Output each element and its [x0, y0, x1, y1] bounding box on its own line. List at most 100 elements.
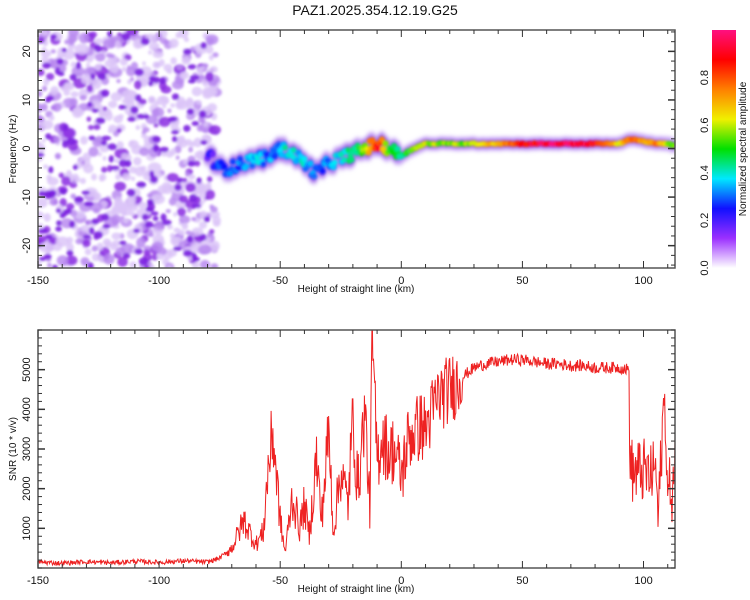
noise-blob: [203, 216, 211, 223]
noise-blob: [82, 239, 91, 248]
x-tick-label: -150: [27, 275, 49, 287]
noise-blob: [75, 61, 82, 70]
ridge-core: [209, 150, 216, 157]
noise-blob: [38, 197, 48, 208]
noise-blob: [134, 94, 142, 102]
noise-blob: [209, 204, 215, 209]
noise-blob: [148, 80, 154, 87]
noise-blob: [65, 255, 78, 266]
noise-blob: [118, 159, 128, 168]
noise-blob: [177, 177, 184, 183]
noise-blob: [47, 176, 59, 186]
noise-blob: [133, 195, 143, 204]
noise-blob: [205, 71, 214, 82]
ridge-core: [249, 162, 256, 169]
noise-blob: [86, 84, 94, 93]
noise-blob: [74, 175, 81, 183]
noise-blob: [120, 153, 130, 160]
noise-blob: [138, 257, 149, 266]
noise-blob: [191, 203, 202, 208]
noise-blob: [43, 164, 49, 169]
noise-blob: [92, 78, 102, 90]
noise-blob: [57, 71, 65, 77]
noise-blob: [136, 113, 146, 119]
noise-blob: [80, 135, 88, 145]
ridge-core: [301, 155, 308, 162]
noise-blob: [45, 191, 55, 199]
snr-y-tick-labels: 1000 2000 3000 4000 5000: [21, 357, 33, 540]
noise-blob: [191, 253, 197, 261]
noise-blob: [147, 95, 156, 104]
noise-blob: [133, 228, 140, 234]
noise-blob: [144, 264, 150, 268]
noise-blob: [55, 236, 70, 247]
noise-blob: [150, 211, 159, 216]
y-tick-label: -10: [21, 189, 33, 205]
noise-blob: [176, 96, 186, 107]
noise-blob: [161, 219, 172, 226]
noise-blob: [205, 237, 211, 243]
noise-blob: [107, 143, 118, 151]
noise-blob: [87, 262, 94, 268]
noise-blob: [206, 185, 212, 191]
noise-blob: [94, 44, 102, 53]
noise-blob: [50, 49, 56, 54]
noise-blob: [151, 108, 160, 118]
colorbar-tick-label: 0.6: [699, 118, 711, 133]
noise-blob: [64, 39, 69, 45]
noise-blob: [88, 135, 96, 141]
noise-blob: [121, 89, 136, 100]
noise-blob: [208, 54, 214, 61]
noise-blob: [120, 243, 136, 255]
noise-blob: [61, 176, 71, 186]
noise-blob: [91, 218, 100, 225]
noise-blob: [40, 119, 54, 130]
ridge-core: [348, 156, 355, 163]
noise-blob: [110, 92, 123, 102]
noise-blob: [86, 219, 92, 225]
noise-blob: [74, 210, 86, 219]
snr-y-axis-label: SNR (10 * v/v): [8, 417, 19, 481]
spectrogram-y-tick-labels: -20 -10 0 10 20: [21, 45, 33, 253]
noise-blob: [81, 190, 90, 195]
noise-blob: [199, 66, 206, 71]
y-tick-label: 3000: [21, 437, 33, 461]
noise-blob: [105, 73, 112, 79]
noise-blob: [116, 128, 122, 133]
noise-blob: [85, 57, 93, 63]
colorbar-tick-labels: 0.0 0.2 0.4 0.6 0.8: [699, 70, 711, 276]
noise-blob: [60, 188, 67, 195]
noise-blob: [102, 38, 117, 49]
noise-blob: [136, 181, 147, 188]
noise-blob: [185, 98, 195, 109]
noise-blob: [111, 214, 122, 224]
noise-blob: [186, 207, 192, 213]
noise-blob: [59, 198, 67, 207]
noise-blob: [189, 75, 200, 80]
noise-blob: [49, 196, 58, 206]
noise-blob: [43, 253, 52, 260]
noise-blob: [66, 242, 74, 253]
noise-blob: [38, 228, 48, 234]
noise-blob: [70, 91, 79, 98]
noise-blob: [116, 141, 124, 149]
noise-blob: [166, 172, 179, 183]
colorbar-label: Normalized spectral amplitude: [738, 81, 749, 216]
ridge-core: [331, 159, 338, 166]
noise-blob: [182, 177, 188, 183]
noise-blob: [80, 257, 90, 266]
noise-blob: [146, 198, 154, 206]
noise-blob: [118, 240, 127, 246]
noise-blob: [114, 158, 120, 163]
noise-blob: [121, 215, 125, 220]
noise-blob: [183, 37, 190, 43]
spectrogram-x-tick-labels: -150 -100 -50 0 50 100: [27, 275, 653, 287]
x-tick-label: 50: [516, 575, 528, 587]
noise-blob: [119, 58, 128, 66]
noise-blob: [178, 195, 188, 203]
y-tick-label: -20: [21, 238, 33, 254]
y-tick-label: 10: [21, 94, 33, 106]
noise-blob: [43, 78, 50, 86]
noise-blob: [104, 111, 113, 121]
noise-blob: [161, 151, 168, 157]
